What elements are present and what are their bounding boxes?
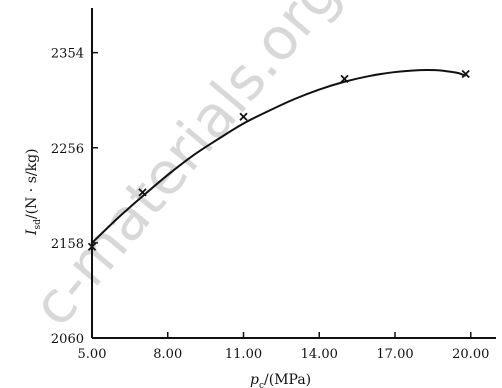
x-tick-label: 11.00 <box>225 347 262 362</box>
y-ticks: 2060 2158 2256 2354 <box>51 47 98 347</box>
x-tick-label: 17.00 <box>376 347 413 362</box>
x-tick-label: 14.00 <box>301 347 338 362</box>
axes <box>91 8 496 339</box>
data-markers <box>87 69 470 251</box>
y-axis-label-unit: /(N · s/kg) <box>24 148 40 219</box>
data-point-marker <box>340 74 349 83</box>
y-axis-label: Isd/(N · s/kg) <box>24 148 43 236</box>
x-axis-label-unit: /(MPa) <box>264 372 311 388</box>
marker-stroke <box>87 242 97 251</box>
y-tick-label: 2158 <box>51 237 84 252</box>
marker-stroke <box>239 112 248 121</box>
y-tick-label: 2256 <box>51 142 84 157</box>
x-tick-label: 8.00 <box>153 347 182 362</box>
x-ticks: 5.00 8.00 11.00 14.00 17.00 20.00 <box>78 332 489 362</box>
data-point-marker <box>461 69 470 79</box>
marker-stroke <box>138 188 147 197</box>
marker-stroke <box>461 69 470 79</box>
x-tick-label: 5.00 <box>78 347 107 362</box>
x-axis-label-sub: c <box>259 381 264 388</box>
series-curve <box>91 68 467 244</box>
data-point-marker <box>239 112 248 121</box>
y-axis-label-var: I <box>24 229 40 236</box>
y-tick-label: 2060 <box>51 332 84 347</box>
x-axis-label-var: p <box>250 372 259 388</box>
y-axis-label-sub: sd <box>33 219 43 230</box>
x-axis-label: pc/(MPa) <box>250 372 311 388</box>
x-tick-label: 20.00 <box>452 347 489 362</box>
data-point-marker <box>87 242 97 251</box>
data-point-marker <box>138 188 147 197</box>
marker-stroke <box>340 74 349 83</box>
y-tick-label: 2354 <box>51 47 84 62</box>
